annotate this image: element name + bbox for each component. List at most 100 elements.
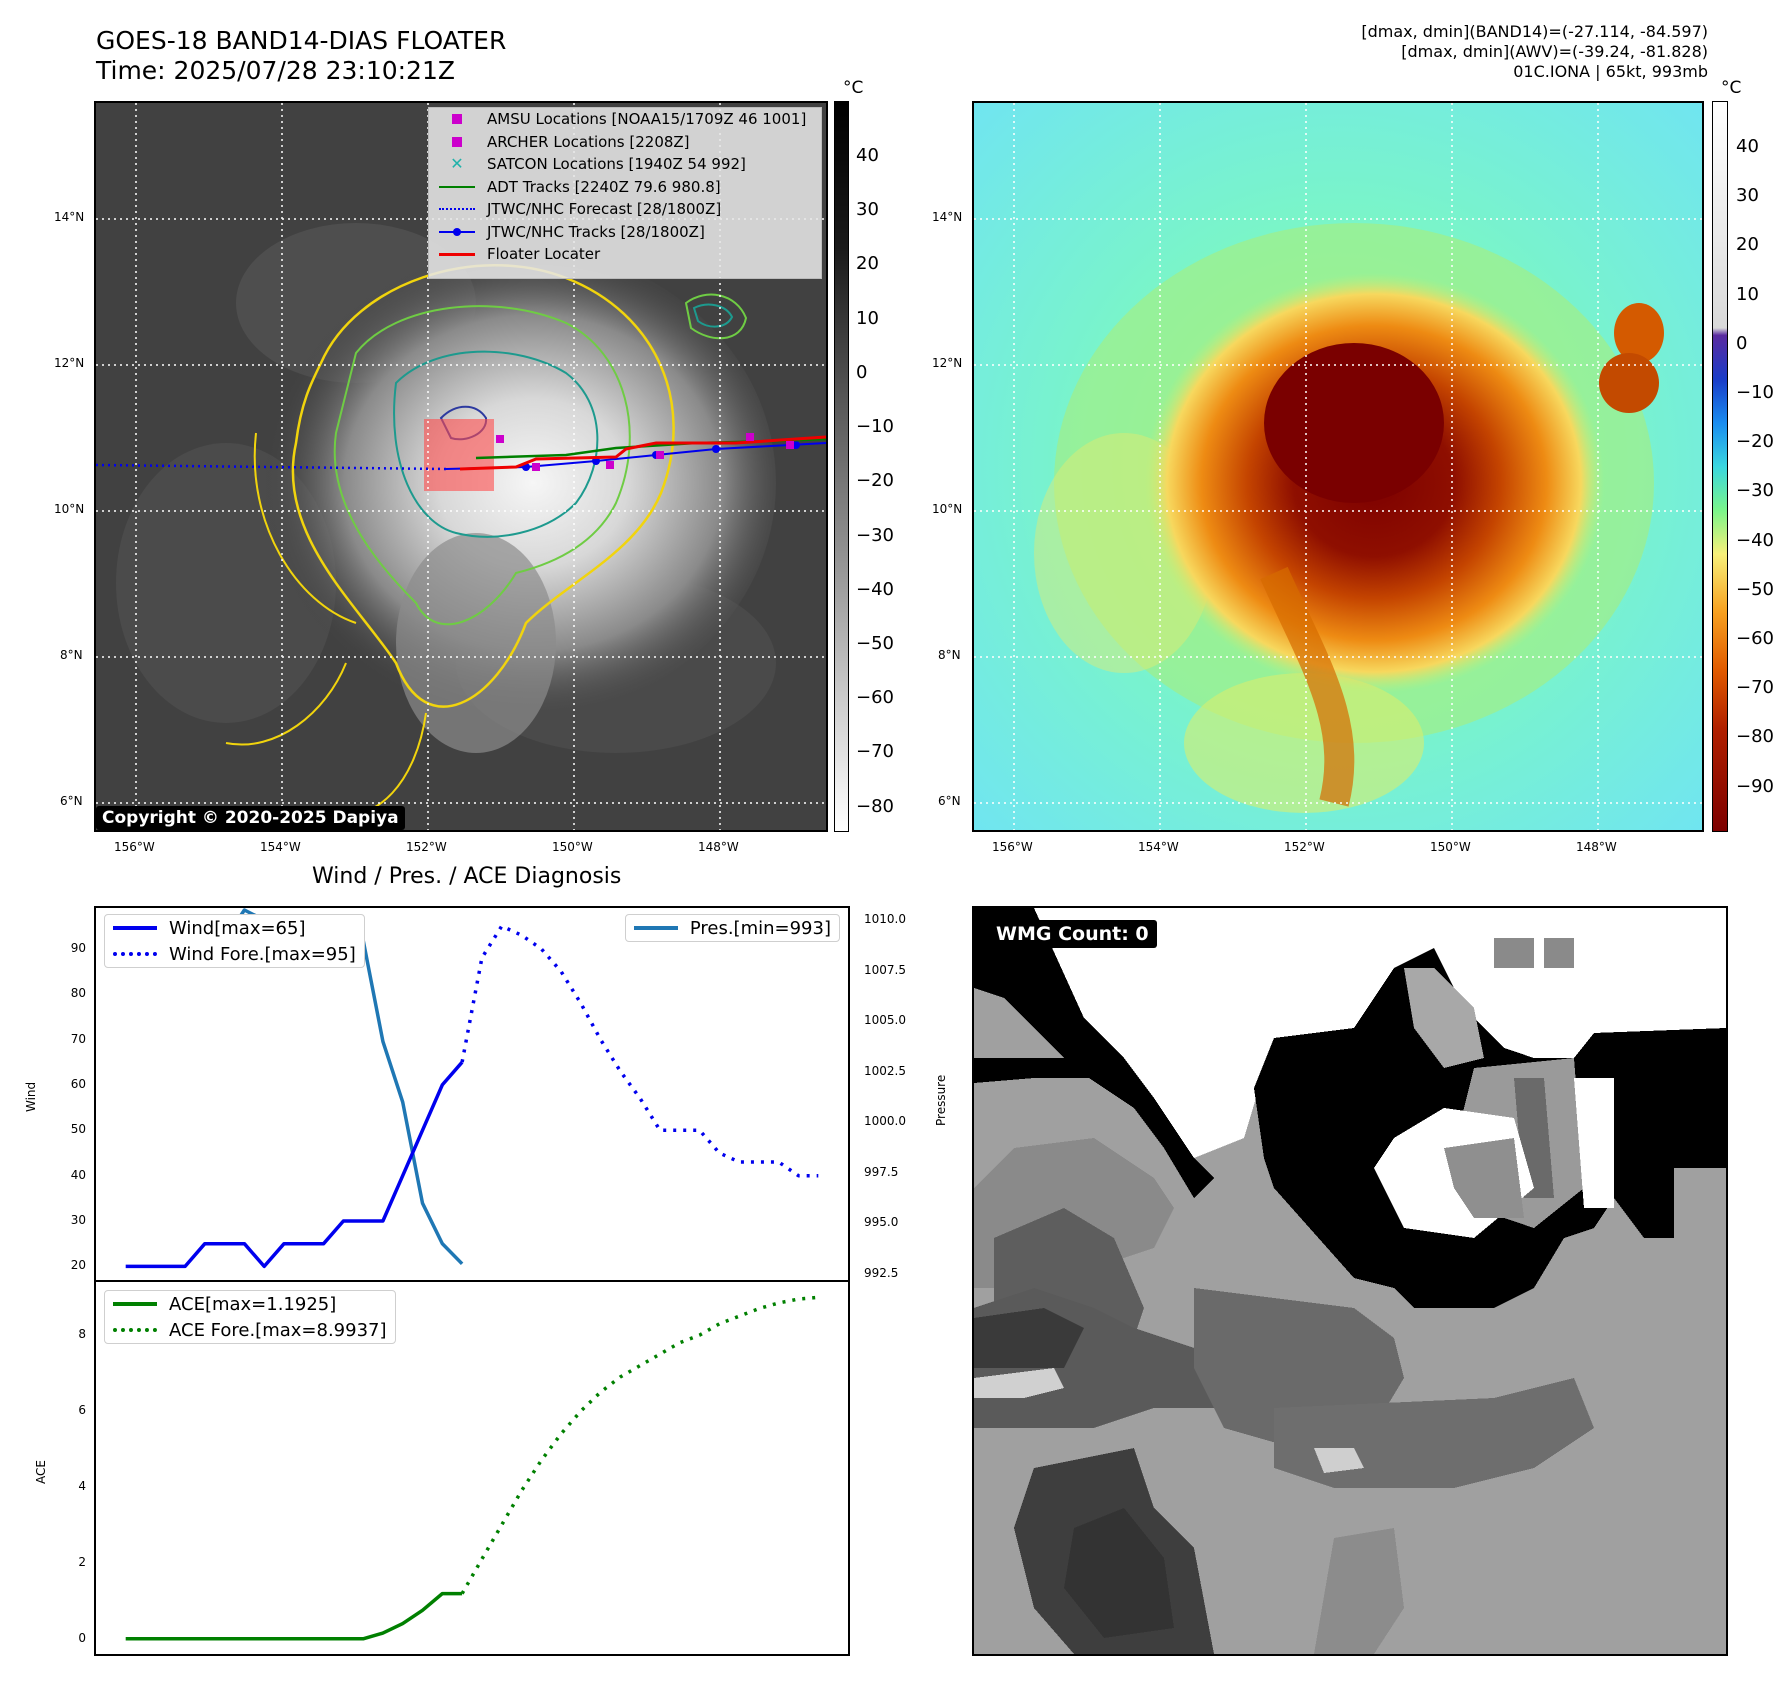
lon-label: 150°W bbox=[1430, 840, 1471, 854]
line-icon bbox=[113, 926, 157, 930]
axis-tick-label: 1010.0 bbox=[864, 912, 906, 927]
colorbar-tick-label: −70 bbox=[856, 741, 894, 763]
wmg-image bbox=[974, 908, 1726, 1654]
wind-pressure-axes: Wind[max=65] Wind Fore.[max=95] Pres.[mi… bbox=[94, 906, 850, 1282]
legend-item-forecast: JTWC/NHC Forecast [28/1800Z] bbox=[429, 198, 821, 221]
colorbar-tick-label: −10 bbox=[1736, 382, 1774, 404]
colorbar-tick-label: −50 bbox=[856, 632, 894, 654]
stats-line-1: [dmax, dmin](BAND14)=(-27.114, -84.597) bbox=[1361, 22, 1708, 41]
axis-tick-label: 20 bbox=[70, 1258, 86, 1273]
ace-legend: ACE[max=1.1925] ACE Fore.[max=8.9937] bbox=[104, 1290, 396, 1344]
color-colorbar-unit: °C bbox=[1721, 78, 1742, 98]
ace-plot bbox=[125, 1295, 819, 1641]
legend-item-archer: ARCHER Locations [2208Z] bbox=[429, 131, 821, 154]
axis-tick-label: 70 bbox=[70, 1031, 86, 1046]
colorbar-tick-label: −60 bbox=[1736, 628, 1774, 650]
legend-item-ace: ACE[max=1.1925] bbox=[105, 1291, 395, 1317]
lon-label: 154°W bbox=[260, 840, 301, 854]
legend-item-tracks: JTWC/NHC Tracks [28/1800Z] bbox=[429, 221, 821, 244]
axis-tick-label: 995.0 bbox=[864, 1215, 899, 1230]
legend-item-satcon: ✕ SATCON Locations [1940Z 54 992] bbox=[429, 153, 821, 176]
stats-line-2: [dmax, dmin](AWV)=(-39.24, -81.828) bbox=[1401, 42, 1708, 61]
colorbar-tick-label: −30 bbox=[1736, 480, 1774, 502]
stats-line-3: 01C.IONA | 65kt, 993mb bbox=[1513, 62, 1708, 81]
lon-label: 154°W bbox=[1138, 840, 1179, 854]
colorbar-tick-label: 10 bbox=[856, 307, 879, 329]
legend-item-wind-fore: Wind Fore.[max=95] bbox=[105, 941, 364, 967]
axis-tick-label: 1005.0 bbox=[864, 1013, 906, 1028]
axis-tick-label: 50 bbox=[70, 1122, 86, 1137]
axis-tick-label: 4 bbox=[78, 1478, 86, 1493]
axis-tick-label: 40 bbox=[70, 1167, 86, 1182]
x-marker-icon: ✕ bbox=[450, 154, 464, 174]
legend-item-wind: Wind[max=65] bbox=[105, 915, 364, 941]
lat-label: 10°N bbox=[54, 502, 85, 516]
colorbar-tick-label: −80 bbox=[1736, 726, 1774, 748]
pressure-axis-label: Pressure bbox=[934, 1074, 948, 1126]
colorbar-tick-label: 30 bbox=[856, 199, 879, 221]
legend-item-amsu: AMSU Locations [NOAA15/1709Z 46 1001] bbox=[429, 108, 821, 131]
square-marker-icon bbox=[439, 112, 475, 126]
ir-legend: AMSU Locations [NOAA15/1709Z 46 1001] AR… bbox=[428, 107, 822, 279]
axis-tick-label: 992.5 bbox=[864, 1265, 899, 1280]
line-icon bbox=[633, 926, 678, 930]
axis-tick-label: 1007.5 bbox=[864, 962, 906, 977]
diagnosis-title: Wind / Pres. / ACE Diagnosis bbox=[312, 864, 622, 889]
series-line-ace-fore-max bbox=[460, 1295, 819, 1595]
title-line-1: GOES-18 BAND14-DIAS FLOATER bbox=[96, 26, 507, 55]
axis-tick-label: 1000.0 bbox=[864, 1114, 906, 1129]
wind-axis-label: Wind bbox=[24, 1081, 38, 1112]
title-line-2: Time: 2025/07/28 23:10:21Z bbox=[96, 56, 455, 85]
lat-label: 8°N bbox=[60, 648, 83, 662]
axis-tick-label: 90 bbox=[70, 940, 86, 955]
colorbar-tick-label: −40 bbox=[1736, 529, 1774, 551]
lat-label: 14°N bbox=[54, 210, 85, 224]
colorbar-tick-label: 0 bbox=[1736, 332, 1748, 354]
series-line-wind-fore-max bbox=[460, 924, 819, 1178]
dotted-line-icon bbox=[113, 952, 157, 956]
colorbar-tick-label: −20 bbox=[1736, 431, 1774, 453]
axis-tick-label: 1002.5 bbox=[864, 1063, 906, 1078]
lon-label: 152°W bbox=[1284, 840, 1325, 854]
colorbar-tick-label: 10 bbox=[1736, 283, 1759, 305]
copyright-label: Copyright © 2020-2025 Dapiya bbox=[96, 806, 405, 830]
colorbar-tick-label: −80 bbox=[856, 795, 894, 817]
stats-header: [dmax, dmin](BAND14)=(-27.114, -84.597) … bbox=[1361, 22, 1708, 82]
figure-title: GOES-18 BAND14-DIAS FLOATER Time: 2025/0… bbox=[96, 26, 506, 86]
lon-label: 152°W bbox=[406, 840, 447, 854]
pressure-legend: Pres.[min=993] bbox=[624, 914, 840, 942]
lat-label: 8°N bbox=[938, 648, 961, 662]
ir-colorbar-unit: °C bbox=[843, 78, 864, 98]
line-icon bbox=[439, 180, 475, 194]
axis-tick-label: 0 bbox=[78, 1630, 86, 1645]
colorbar-tick-label: 0 bbox=[856, 361, 868, 383]
colorbar-tick-label: −60 bbox=[856, 687, 894, 709]
series-line-ace-max bbox=[125, 1591, 463, 1641]
ir-satellite-panel: AMSU Locations [NOAA15/1709Z 46 1001] AR… bbox=[94, 101, 828, 832]
colorbar-tick-label: 30 bbox=[1736, 185, 1759, 207]
lon-label: 148°W bbox=[1576, 840, 1617, 854]
square-marker-icon bbox=[439, 135, 475, 149]
axis-tick-label: 80 bbox=[70, 986, 86, 1001]
legend-item-floater: Floater Locater bbox=[429, 243, 821, 266]
legend-item-adt: ADT Tracks [2240Z 79.6 980.8] bbox=[429, 176, 821, 199]
wmg-panel: WMG Count: 0 bbox=[972, 906, 1728, 1656]
axis-tick-label: 30 bbox=[70, 1213, 86, 1228]
colorbar-tick-label: −50 bbox=[1736, 578, 1774, 600]
colorbar-tick-label: −20 bbox=[856, 470, 894, 492]
colorbar-tick-label: 40 bbox=[856, 144, 879, 166]
colorbar-tick-label: −10 bbox=[856, 416, 894, 438]
legend-item-ace-fore: ACE Fore.[max=8.9937] bbox=[105, 1317, 395, 1343]
ace-axes: ACE[max=1.1925] ACE Fore.[max=8.9937] bbox=[94, 1280, 850, 1656]
lon-label: 156°W bbox=[992, 840, 1033, 854]
axis-tick-label: 6 bbox=[78, 1403, 86, 1418]
ir-colorbar bbox=[834, 101, 849, 832]
lat-label: 6°N bbox=[60, 794, 83, 808]
colorbar-tick-label: −40 bbox=[856, 578, 894, 600]
colorbar-tick-label: 20 bbox=[856, 253, 879, 275]
color-enhanced-panel bbox=[972, 101, 1704, 832]
colorbar-tick-label: −30 bbox=[856, 524, 894, 546]
lat-label: 12°N bbox=[54, 356, 85, 370]
lon-label: 148°W bbox=[698, 840, 739, 854]
lon-label: 150°W bbox=[552, 840, 593, 854]
